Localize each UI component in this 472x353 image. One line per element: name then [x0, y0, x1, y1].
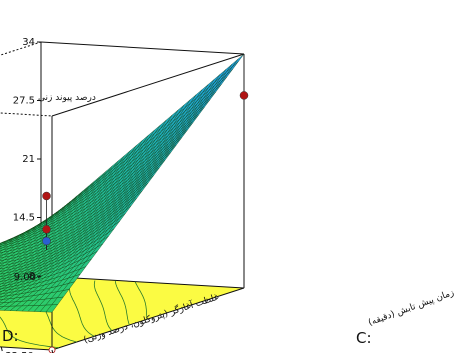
c-tick-mark — [51, 349, 54, 353]
z-tick-label: 8 — [29, 271, 35, 282]
surface-cell — [0, 262, 5, 267]
c-tick-mark — [0, 346, 3, 352]
contour-line — [93, 280, 113, 331]
contour-line — [0, 316, 60, 349]
top-back-edge — [40, 41, 245, 55]
design-points — [42, 54, 249, 353]
x-axis-letter: C: — [356, 329, 372, 347]
x-axis-title: زمان پیش تابش (دقیقه) — [367, 288, 455, 328]
z-tick-label: 21 — [22, 154, 35, 165]
top-front-edge — [0, 112, 53, 117]
box-frame-front — [0, 41, 53, 117]
z-axis-title: درصد پیوند زنی — [38, 93, 96, 103]
design-point — [239, 91, 249, 100]
z-tick-label: 34 — [22, 37, 35, 48]
contour-line — [69, 279, 95, 337]
surface-cell — [0, 254, 4, 258]
contour-line — [134, 281, 148, 320]
top-right-edge — [51, 53, 245, 117]
design-point — [42, 236, 51, 246]
d-tick-mark — [37, 275, 42, 279]
surface-cell — [45, 304, 59, 313]
d-tick-label: 9.00 — [14, 272, 36, 283]
design-point — [42, 191, 51, 201]
design-point — [42, 225, 51, 234]
contour-line — [114, 280, 130, 326]
surface-cell — [0, 286, 2, 288]
response-surface — [0, 53, 245, 313]
y-axis-letter: D: — [2, 327, 19, 345]
top-left-edge — [0, 41, 42, 56]
z-tick-label: 14.5 — [13, 213, 35, 224]
c-tick-label: 32.50 — [5, 351, 34, 353]
z-tick-label: 27.5 — [13, 96, 35, 107]
axis-ticks: 814.52127.5343.004.506.007.509.0010.0017… — [0, 37, 54, 353]
